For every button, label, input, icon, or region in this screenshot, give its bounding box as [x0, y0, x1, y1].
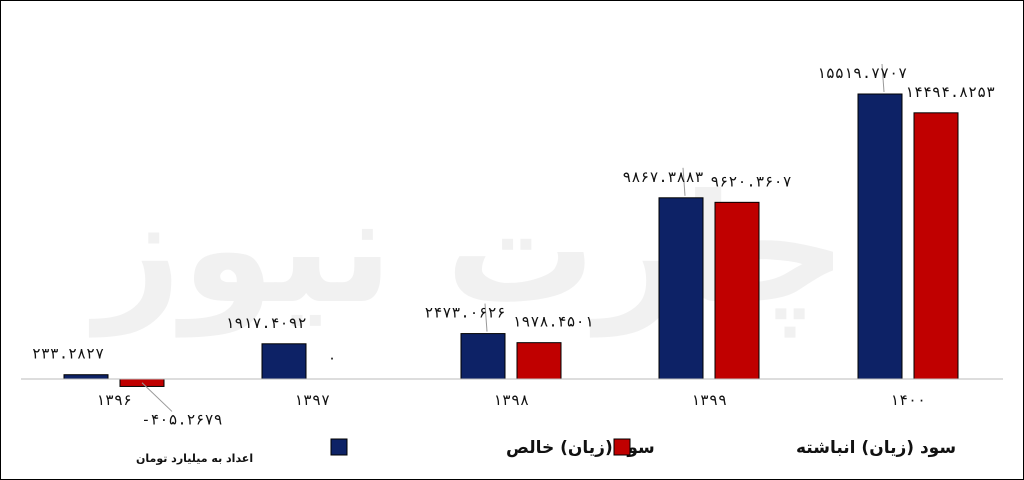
- x-tick-label: ۱۳۹۸: [493, 391, 529, 409]
- leader-line: [141, 382, 173, 412]
- legend-label: سود (زیان) خالص: [506, 438, 655, 458]
- x-tick-label: ۱۳۹۹: [691, 391, 727, 409]
- data-label: ۱۹۷۸.۴۵۰۱: [512, 313, 593, 331]
- bar-accumulated-profit-2: [516, 342, 562, 380]
- legend: سود (زیان) خالص سود (زیان) انباشته: [330, 438, 956, 458]
- data-label: ۹۸۶۷.۳۸۸۳: [622, 168, 703, 186]
- bar-accumulated-profit-3: [714, 201, 760, 380]
- legend-label: سود (زیان) انباشته: [796, 438, 956, 458]
- data-label: ۱۹۱۷.۴۰۹۲: [225, 314, 306, 332]
- x-tick-label: ۱۴۰۰: [890, 391, 926, 409]
- data-label: ۱۴۴۹۴.۸۲۵۳: [905, 83, 995, 101]
- category-labels: ۱۳۹۶ ۱۳۹۷ ۱۳۹۸ ۱۳۹۹ ۱۴۰۰: [96, 391, 926, 409]
- legend-swatch: [613, 438, 631, 456]
- bars-group: ۲۳۳.۲۸۲۷ -۴۰۵.۲۶۷۹ ۱۹۱۷.۴۰۹۲ ۰ ۲۴۷۳.۰۶۲۶ ۱۹۷۸…: [32, 63, 995, 428]
- data-label: ۲۴۷۳.۰۶۲۶: [424, 304, 505, 322]
- unit-note: اعداد به میلیارد تومان: [136, 452, 253, 465]
- data-label: ۰: [327, 349, 336, 367]
- x-tick-label: ۱۳۹۷: [294, 391, 330, 409]
- bar-net-profit-4: [857, 93, 903, 380]
- bar-net-profit-1: [261, 343, 307, 380]
- x-tick-label: ۱۳۹۶: [96, 391, 132, 409]
- bar-accumulated-profit-4: [913, 112, 959, 380]
- data-label: ۹۶۲۰.۳۶۰۷: [710, 172, 791, 190]
- bar-net-profit-0: [63, 374, 109, 380]
- data-label: ۲۳۳.۲۸۲۷: [32, 345, 104, 363]
- leader-line: [484, 303, 488, 332]
- leader-line: [682, 167, 686, 196]
- leader-line: [881, 63, 885, 93]
- data-label: -۴۰۵.۲۶۷۹: [141, 410, 222, 428]
- bar-net-profit-2: [460, 333, 506, 380]
- bar-net-profit-3: [658, 197, 704, 380]
- legend-swatch: [330, 438, 348, 456]
- data-label: ۱۵۵۱۹.۷۷۰۷: [817, 64, 907, 82]
